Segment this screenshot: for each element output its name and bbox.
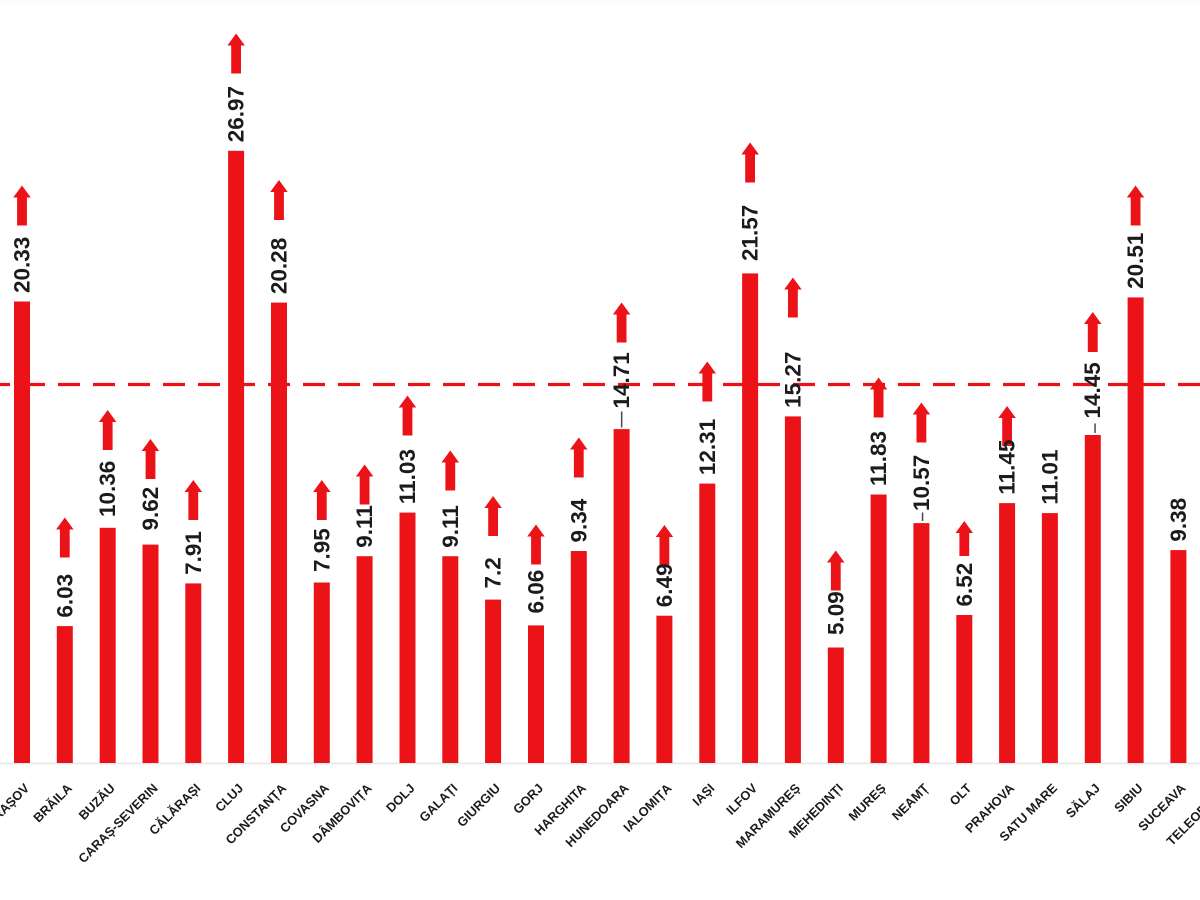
- svg-text:20.51: 20.51: [1123, 233, 1148, 289]
- svg-text:15.27: 15.27: [780, 352, 805, 408]
- svg-text:10.36: 10.36: [95, 461, 120, 517]
- svg-text:9.11: 9.11: [352, 505, 377, 548]
- svg-text:20.28: 20.28: [267, 238, 292, 294]
- svg-text:6.52: 6.52: [952, 563, 977, 607]
- svg-text:10.57: 10.57: [909, 455, 934, 511]
- svg-text:7.2: 7.2: [481, 557, 506, 588]
- svg-text:7.95: 7.95: [309, 528, 334, 572]
- svg-text:11.83: 11.83: [866, 431, 891, 486]
- svg-text:11.45: 11.45: [995, 440, 1020, 495]
- svg-text:9.34: 9.34: [566, 498, 591, 542]
- svg-text:14.71: 14.71: [609, 352, 634, 408]
- svg-text:20.33: 20.33: [10, 237, 35, 293]
- svg-text:5.09: 5.09: [823, 591, 848, 635]
- svg-text:12.31: 12.31: [695, 419, 720, 475]
- svg-text:6.49: 6.49: [652, 563, 677, 607]
- svg-text:26.97: 26.97: [224, 86, 249, 142]
- svg-text:11.03: 11.03: [395, 449, 420, 504]
- svg-text:14.45: 14.45: [1080, 362, 1105, 418]
- svg-text:11.01: 11.01: [1037, 450, 1062, 505]
- svg-text:9.38: 9.38: [1166, 498, 1191, 542]
- svg-text:21.57: 21.57: [738, 205, 763, 261]
- svg-text:6.06: 6.06: [524, 570, 549, 614]
- svg-text:6.03: 6.03: [52, 574, 77, 618]
- svg-text:9.62: 9.62: [138, 487, 163, 531]
- svg-text:9.11: 9.11: [438, 505, 463, 548]
- svg-text:7.91: 7.91: [181, 531, 206, 575]
